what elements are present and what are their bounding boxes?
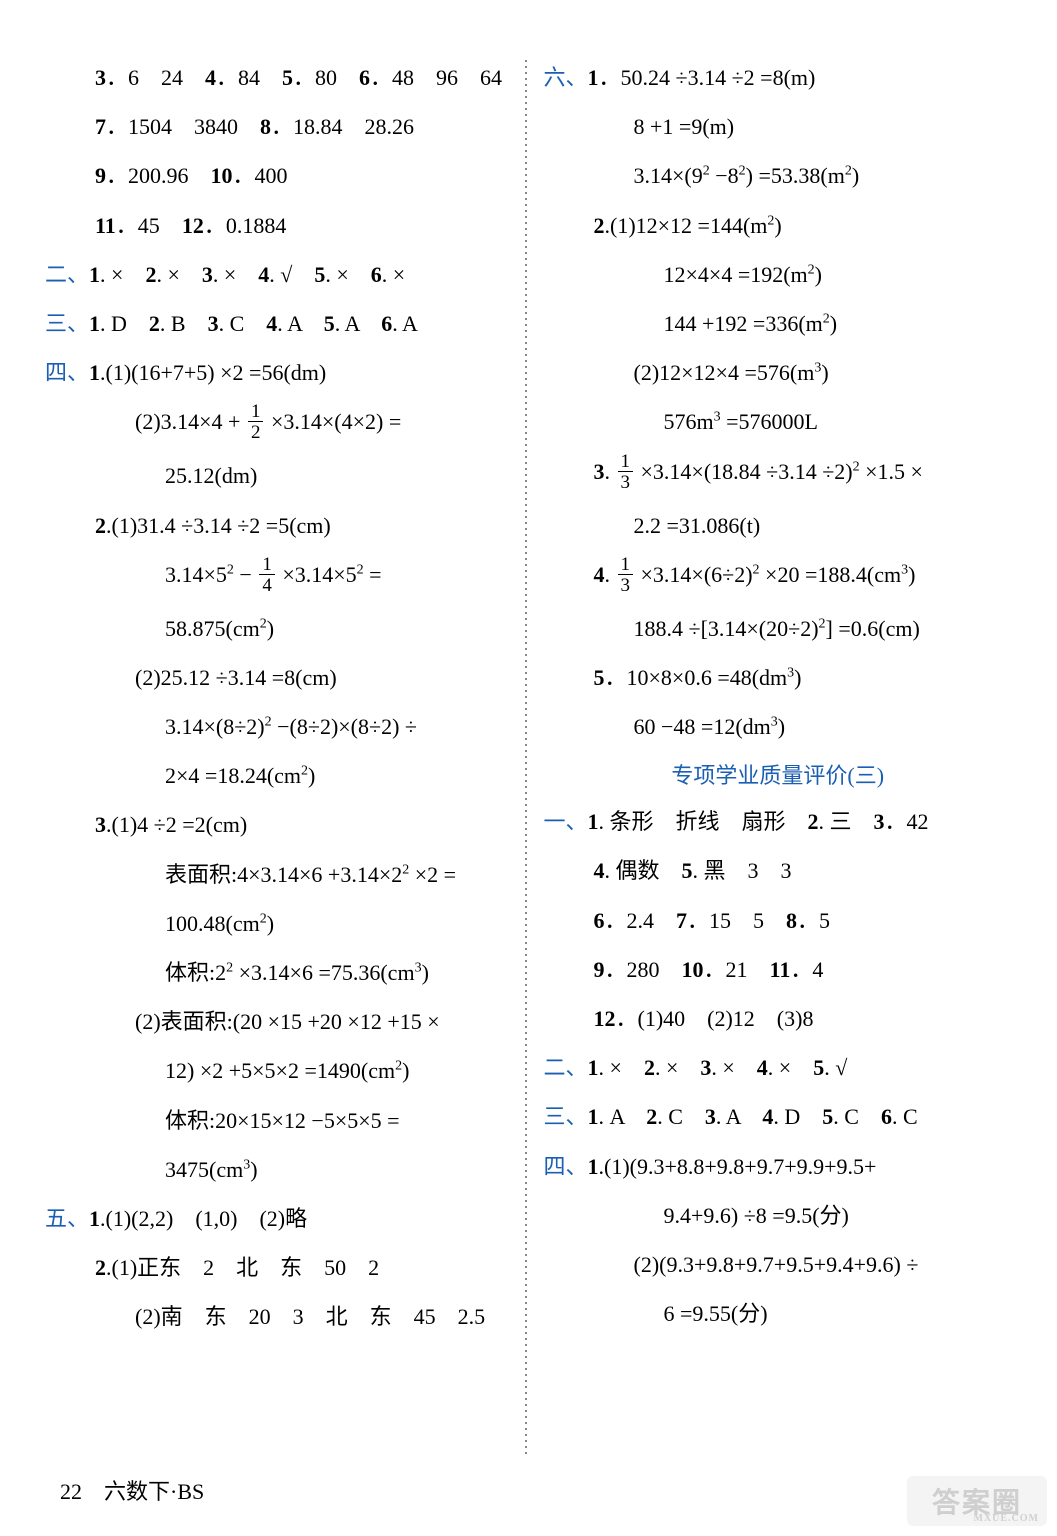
ans-line: 11．45 12．0.1884 — [45, 208, 514, 243]
section-four-q3-1c: 100.48(cm2) — [45, 906, 514, 941]
sub-one-line: 12．(1)40 (2)12 (3)8 — [544, 1001, 1013, 1036]
section-six-q2-2a: (2)12×12×4 =576(m3) — [544, 355, 1013, 390]
section-four-q3-2b: 12) ×2 +5×5×2 =1490(cm2) — [45, 1053, 514, 1088]
sub-three: 三、1. A 2. C 3. A 4. D 5. C 6. C — [544, 1099, 1013, 1134]
section-five-q1: 五、1.(1)(2,2) (1,0) (2)略 — [45, 1201, 514, 1236]
watermark-sub: MXUE.COM — [974, 1513, 1040, 1524]
section-five-q2a: 2.(1)正东 2 北 东 50 2 — [45, 1250, 514, 1285]
section-four-q2-2a: (2)25.12 ÷3.14 =8(cm) — [45, 660, 514, 695]
subsection-title: 专项学业质量评价(三) — [544, 758, 1013, 790]
section-four-q2-1r: 58.875(cm2) — [45, 611, 514, 646]
section-six-q3b: 2.2 =31.086(t) — [544, 508, 1013, 543]
column-divider — [525, 60, 527, 1456]
page-root: 3．6 24 4．84 5．80 6．48 96 64 7．1504 3840 … — [0, 0, 1057, 1379]
section-four-q3-1a: 3.(1)4 ÷2 =2(cm) — [45, 807, 514, 842]
section-four-q1-2r: 25.12(dm) — [45, 458, 514, 493]
sub-two: 二、1. × 2. × 3. × 4. × 5. √ — [544, 1050, 1013, 1085]
section-four-q3-2c: 体积:20×15×12 −5×5×5 = — [45, 1103, 514, 1138]
section-six-q5b: 60 −48 =12(dm3) — [544, 709, 1013, 744]
ans-line: 7．1504 3840 8．18.84 28.26 — [45, 109, 514, 144]
section-six-q1b: 8 +1 =9(m) — [544, 109, 1013, 144]
sub-four-q1c: (2)(9.3+9.8+9.7+9.5+9.4+9.6) ÷ — [544, 1247, 1013, 1282]
section-four-q2-2b: 3.14×(8÷2)2 −(8÷2)×(8÷2) ÷ — [45, 709, 514, 744]
section-four-q2-1a: 2.(1)31.4 ÷3.14 ÷2 =5(cm) — [45, 508, 514, 543]
section-four-q3-2d: 3475(cm3) — [45, 1152, 514, 1187]
section-four-q3-1b: 表面积:4×3.14×6 +3.14×22 ×2 = — [45, 857, 514, 892]
sub-four-q1d: 6 =9.55(分) — [544, 1296, 1013, 1331]
section-six-q2-1b: 12×4×4 =192(m2) — [544, 257, 1013, 292]
left-column: 3．6 24 4．84 5．80 6．48 96 64 7．1504 3840 … — [30, 60, 529, 1349]
section-four-q3-2a: (2)表面积:(20 ×15 +20 ×12 +15 × — [45, 1004, 514, 1039]
watermark-badge: 答案圈 MXUE.COM — [907, 1476, 1047, 1526]
section-six-q3a: 3. 13 ×3.14×(18.84 ÷3.14 ÷2)2 ×1.5 × — [544, 454, 1013, 494]
right-column: 六、1．50.24 ÷3.14 ÷2 =8(m) 8 +1 =9(m) 3.14… — [529, 60, 1028, 1349]
section-six-q2-1c: 144 +192 =336(m2) — [544, 306, 1013, 341]
page-footer: 22 六数下·BS — [60, 1474, 204, 1506]
section-six-q4a: 4. 13 ×3.14×(6÷2)2 ×20 =188.4(cm3) — [544, 557, 1013, 597]
section-six-q1c: 3.14×(92 −82) =53.38(m2) — [544, 158, 1013, 193]
section-four-q1-1: 四、1.(1)(16+7+5) ×2 =56(dm) — [45, 355, 514, 390]
section-two: 二、1. × 2. × 3. × 4. √ 5. × 6. × — [45, 257, 514, 292]
section-four-q1-2: (2)3.14×4 + 12 ×3.14×(4×2) = — [45, 404, 514, 444]
section-four-q2-2c: 2×4 =18.24(cm2) — [45, 758, 514, 793]
section-four-q2-1b: 3.14×52 − 14 ×3.14×52 = — [45, 557, 514, 597]
section-six-q5a: 5．10×8×0.6 =48(dm3) — [544, 660, 1013, 695]
ans-line: 9．200.96 10．400 — [45, 158, 514, 193]
sub-one-line: 4. 偶数 5. 黑 3 3 — [544, 853, 1013, 888]
sub-one-line: 9．280 10．21 11．4 — [544, 952, 1013, 987]
section-six-q1a: 六、1．50.24 ÷3.14 ÷2 =8(m) — [544, 60, 1013, 95]
ans-line: 3．6 24 4．84 5．80 6．48 96 64 — [45, 60, 514, 95]
sub-one-line: 6．2.4 7．15 5 8．5 — [544, 903, 1013, 938]
section-six-q2-2b: 576m3 =576000L — [544, 404, 1013, 439]
section-six-q4b: 188.4 ÷[3.14×(20÷2)2] =0.6(cm) — [544, 611, 1013, 646]
sub-one-line: 一、1. 条形 折线 扇形 2. 三 3．42 — [544, 804, 1013, 839]
sub-four-q1a: 四、1.(1)(9.3+8.8+9.8+9.7+9.9+9.5+ — [544, 1149, 1013, 1184]
sub-four-q1b: 9.4+9.6) ÷8 =9.5(分) — [544, 1198, 1013, 1233]
section-six-q2-1a: 2.(1)12×12 =144(m2) — [544, 208, 1013, 243]
section-three: 三、1. D 2. B 3. C 4. A 5. A 6. A — [45, 306, 514, 341]
section-four-q3-1d: 体积:22 ×3.14×6 =75.36(cm3) — [45, 955, 514, 990]
section-five-q2b: (2)南 东 20 3 北 东 45 2.5 — [45, 1299, 514, 1334]
